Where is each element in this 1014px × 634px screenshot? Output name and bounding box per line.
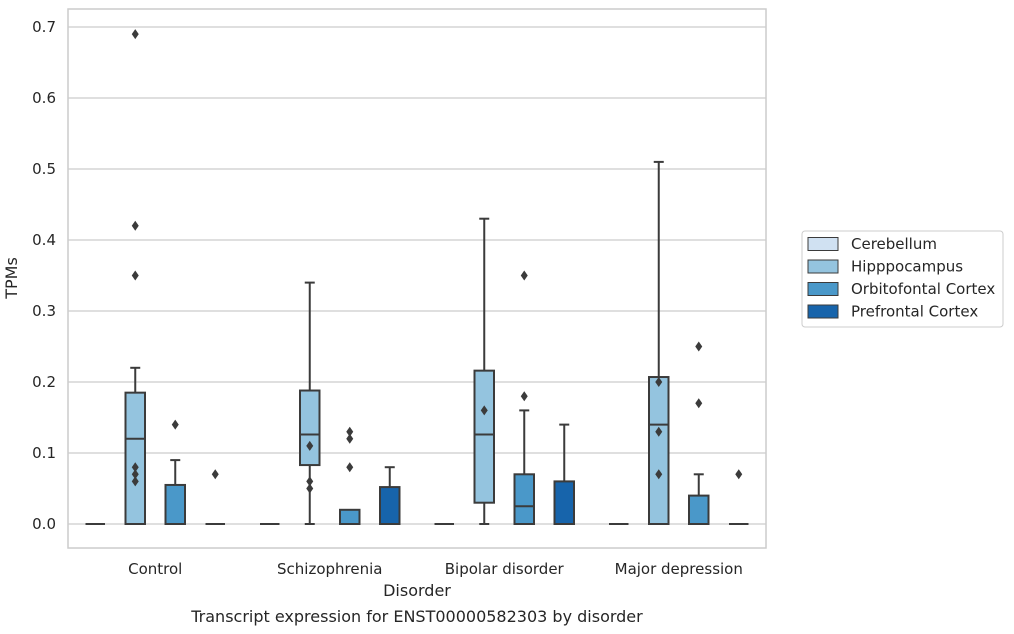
box-body [648,376,670,525]
x-tick-label: Bipolar disorder [445,560,565,578]
box-body [164,483,186,526]
y-tick-label: 0.5 [32,160,56,178]
outlier-point [346,462,354,473]
y-tick-label: 0.1 [32,444,56,462]
box-orbitofontal-cortex-2 [513,270,535,525]
x-tick-label: Schizophrenia [277,560,382,578]
legend-frame [801,230,1004,328]
box-body [299,389,321,467]
box-body [688,494,710,526]
outlier-point [346,426,354,437]
legend: Cerebellum Hipppocampus Orbitofontal Corte… [801,230,1004,328]
box-prefrontal-cortex-0 [205,469,225,525]
outlier-point [695,341,703,352]
box-body [379,486,401,525]
legend-swatch [807,259,839,274]
y-tick-label: 0.2 [32,373,56,391]
box-hipppocampus-2 [473,217,495,525]
outlier-point [306,483,314,494]
legend-label: Hipppocampus [851,258,963,276]
outlier-point [520,391,528,402]
outlier-point [306,476,314,487]
outlier-point [306,440,314,451]
outlier-point [655,469,663,480]
box-body [473,369,495,504]
legend-label: Prefrontal Cortex [851,303,978,321]
x-axis-ticks: Control Schizophrenia Bipolar disorder Majo… [128,560,743,578]
plot-frame [67,8,767,549]
x-tick-label: Major depression [615,560,743,578]
outlier-point [655,377,663,387]
outlier-point [131,270,139,281]
x-axis-title: Disorder [383,581,451,600]
box-orbitofontal-cortex-3 [688,341,710,526]
legend-label: Cerebellum [851,235,937,253]
outlier-point [211,469,219,480]
box-hipppocampus-1 [299,281,321,525]
y-tick-label: 0.0 [32,515,56,533]
box-body [553,480,575,525]
outlier-point [131,29,139,40]
outlier-point [171,419,179,430]
chart-caption: Transcript expression for ENST0000058230… [190,607,643,626]
x-tick-label: Control [128,560,182,578]
outlier-point [695,398,703,409]
outlier-point [131,476,139,487]
outlier-point [131,220,139,231]
legend-label: Orbitofontal Cortex [851,280,995,298]
y-tick-label: 0.4 [32,231,56,249]
y-tick-label: 0.6 [32,89,56,107]
outlier-point [131,469,139,480]
box-hipppocampus-0 [124,29,146,525]
box-hipppocampus-3 [648,160,670,525]
box-orbitofontal-cortex-1 [339,426,361,525]
y-axis-ticks: 0.0 0.1 0.2 0.3 0.4 0.5 0.6 0.7 [32,18,56,533]
y-tick-label: 0.7 [32,18,56,36]
outlier-point [346,433,354,444]
outlier-point [131,462,139,473]
legend-swatch [807,237,839,251]
box-body [513,473,535,525]
legend-swatch [807,282,839,296]
outlier-point [655,426,663,437]
y-axis-title: TPMs [2,257,21,300]
box-orbitofontal-cortex-0 [164,419,186,526]
legend-swatch [807,304,839,319]
outlier-point [735,469,743,480]
outlier-point [520,270,528,281]
box-series [85,29,749,526]
box-prefrontal-cortex-1 [379,466,401,525]
y-tick-label: 0.3 [32,302,56,320]
box-body [124,391,146,525]
box-prefrontal-cortex-2 [553,423,575,525]
box-prefrontal-cortex-3 [729,469,749,525]
outlier-point [480,405,488,416]
box-body [339,508,361,525]
